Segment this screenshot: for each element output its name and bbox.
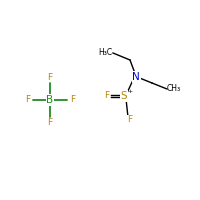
Text: F: F	[127, 116, 133, 124]
Text: F: F	[104, 92, 110, 100]
Text: F: F	[70, 96, 75, 104]
Text: F: F	[47, 73, 53, 82]
Text: B: B	[46, 95, 54, 105]
Text: N: N	[132, 72, 140, 82]
Text: F: F	[47, 118, 53, 127]
Text: +: +	[127, 89, 132, 94]
Text: H₃C: H₃C	[98, 48, 112, 57]
Text: S: S	[121, 91, 127, 101]
Text: F: F	[25, 96, 30, 104]
Text: CH₃: CH₃	[166, 84, 180, 93]
